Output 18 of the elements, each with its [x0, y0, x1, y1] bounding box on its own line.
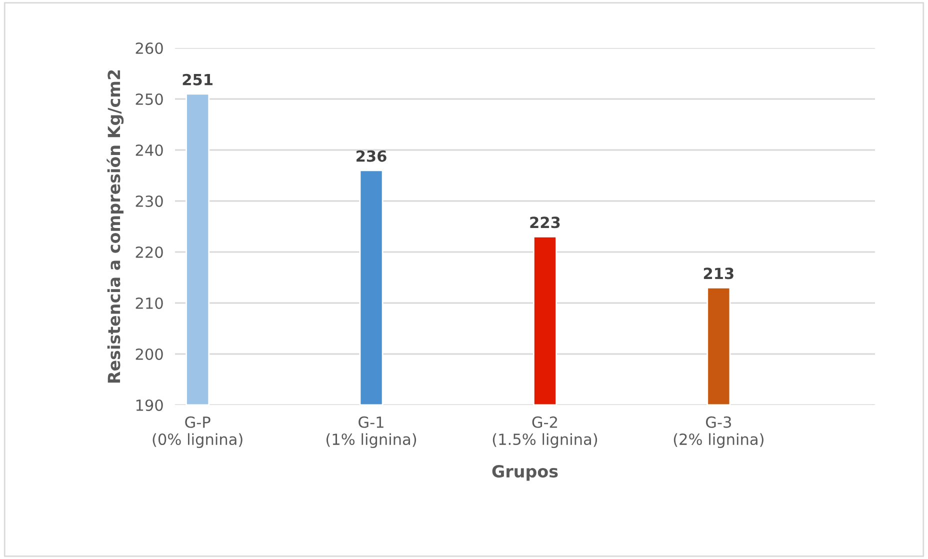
data-label: 236 — [356, 150, 386, 162]
data-label: 251 — [182, 74, 212, 86]
x-tick-label: G-3 (2% lignina) — [674, 416, 764, 448]
data-label: 223 — [530, 216, 560, 228]
y-tick-label: 230 — [136, 195, 163, 208]
y-tick-label: 250 — [136, 93, 163, 106]
x-tick-label: G-P (0% lignina) — [152, 416, 242, 448]
data-label: 213 — [704, 268, 734, 280]
y-tick-label: 260 — [136, 42, 163, 54]
y-tick-label: 210 — [136, 297, 163, 310]
x-axis-title: Grupos — [492, 464, 558, 481]
y-tick-label: 200 — [136, 348, 163, 360]
x-tick-label: G-2 (1.5% lignina) — [492, 416, 598, 448]
y-tick-label: 190 — [136, 399, 163, 412]
y-tick-label: 220 — [136, 246, 163, 258]
x-tick-label: G-1 (1% lignina) — [326, 416, 416, 448]
y-axis-title: Resistencia a compresión Kg/cm2 — [106, 70, 124, 383]
y-tick-label: 240 — [136, 144, 163, 156]
